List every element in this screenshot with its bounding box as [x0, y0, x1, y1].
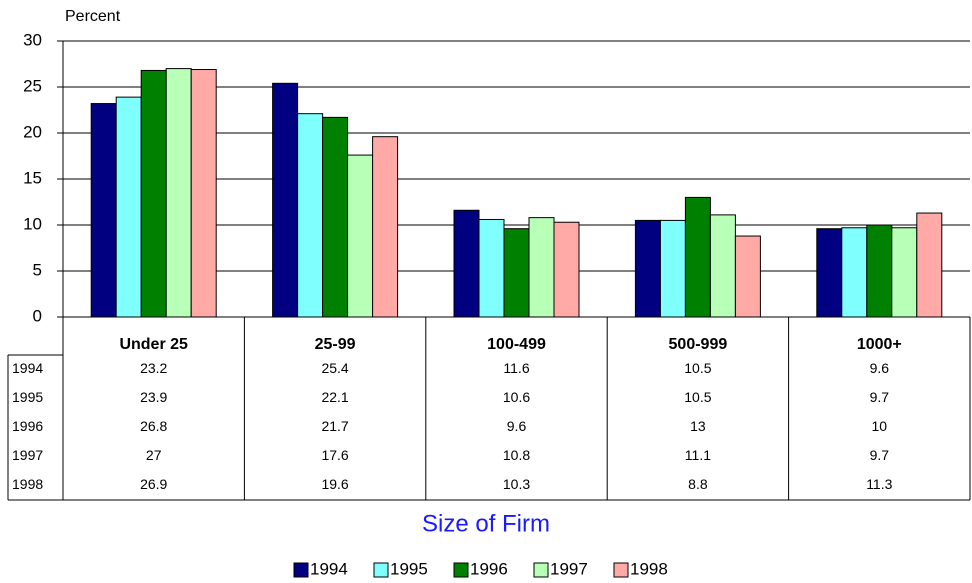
table-cell: 9.6 [507, 418, 527, 434]
bar [709, 214, 736, 318]
bar [503, 228, 530, 318]
table-cell: 9.6 [870, 360, 890, 376]
y-tick-label: 15 [23, 168, 42, 187]
bar [347, 154, 374, 318]
x-tick-label: 1000+ [857, 336, 902, 353]
table-cell: 23.2 [140, 360, 167, 376]
bar [90, 103, 117, 318]
bar [684, 196, 711, 318]
table-cell: 23.9 [140, 389, 167, 405]
table-cell: 27 [146, 447, 162, 463]
table-cell: 10.5 [684, 360, 711, 376]
table-cell: 25.4 [321, 360, 348, 376]
table-cell: 13 [690, 418, 706, 434]
y-tick-label: 0 [33, 306, 42, 325]
table-cell: 11.1 [685, 447, 711, 463]
legend-swatch [293, 562, 309, 578]
bar [659, 219, 686, 318]
bar [272, 82, 299, 318]
table-cell: 10.3 [503, 476, 530, 492]
y-tick-label: 10 [23, 214, 42, 233]
table-cell: 21.7 [321, 418, 348, 434]
legend-label: 1997 [550, 559, 588, 578]
x-tick-label: 100-499 [487, 336, 546, 353]
bar [140, 69, 167, 318]
legend-label: 1994 [310, 559, 348, 578]
table-cell: 10.8 [503, 447, 530, 463]
x-tick-label: 25-99 [315, 336, 356, 353]
legend-label: 1996 [470, 559, 508, 578]
table-cell: 10.6 [503, 389, 530, 405]
legend-swatch [453, 562, 469, 578]
table-cell: 19.6 [321, 476, 348, 492]
bar [478, 218, 505, 318]
table-row-label: 1994 [12, 360, 43, 376]
table-cell: 10 [872, 418, 888, 434]
bar [553, 221, 580, 318]
legend-swatch [533, 562, 549, 578]
bar [634, 219, 661, 318]
legend-label: 1998 [630, 559, 668, 578]
x-axis-label: Size of Firm [422, 510, 550, 537]
table-cell: 26.8 [140, 418, 167, 434]
table-cell: 9.7 [870, 389, 890, 405]
bar [816, 228, 843, 318]
legend-label: 1995 [390, 559, 428, 578]
table-cell: 22.1 [321, 389, 348, 405]
table-cell: 9.7 [870, 447, 890, 463]
table-cell: 11.3 [866, 476, 892, 492]
y-tick-label: 20 [23, 122, 42, 141]
bar [528, 217, 555, 318]
y-axis-label: Percent [65, 8, 121, 25]
bar [165, 68, 192, 318]
table-cell: 26.9 [140, 476, 167, 492]
legend-swatch [373, 562, 389, 578]
bar [916, 212, 943, 318]
table-cell: 17.6 [321, 447, 348, 463]
table-row-label: 1996 [12, 418, 43, 434]
bar [372, 136, 399, 318]
y-tick-label: 30 [23, 30, 42, 49]
bar [453, 209, 480, 318]
bar [891, 227, 918, 318]
x-tick-label: 500-999 [669, 336, 728, 353]
table-row-label: 1997 [12, 447, 43, 463]
bar [322, 116, 349, 318]
bar [841, 227, 868, 318]
legend-swatch [613, 562, 629, 578]
table-row-label: 1995 [12, 389, 43, 405]
bar [115, 96, 142, 318]
y-tick-label: 25 [23, 76, 42, 95]
bar [734, 235, 761, 318]
x-tick-label: Under 25 [119, 336, 188, 353]
bar [190, 69, 217, 318]
y-tick-label: 5 [33, 260, 42, 279]
table-cell: 11.6 [503, 360, 529, 376]
table-cell: 10.5 [684, 389, 711, 405]
table-cell: 8.8 [688, 476, 708, 492]
bar [866, 224, 893, 318]
table-row-label: 1998 [12, 476, 43, 492]
bar [297, 113, 324, 318]
